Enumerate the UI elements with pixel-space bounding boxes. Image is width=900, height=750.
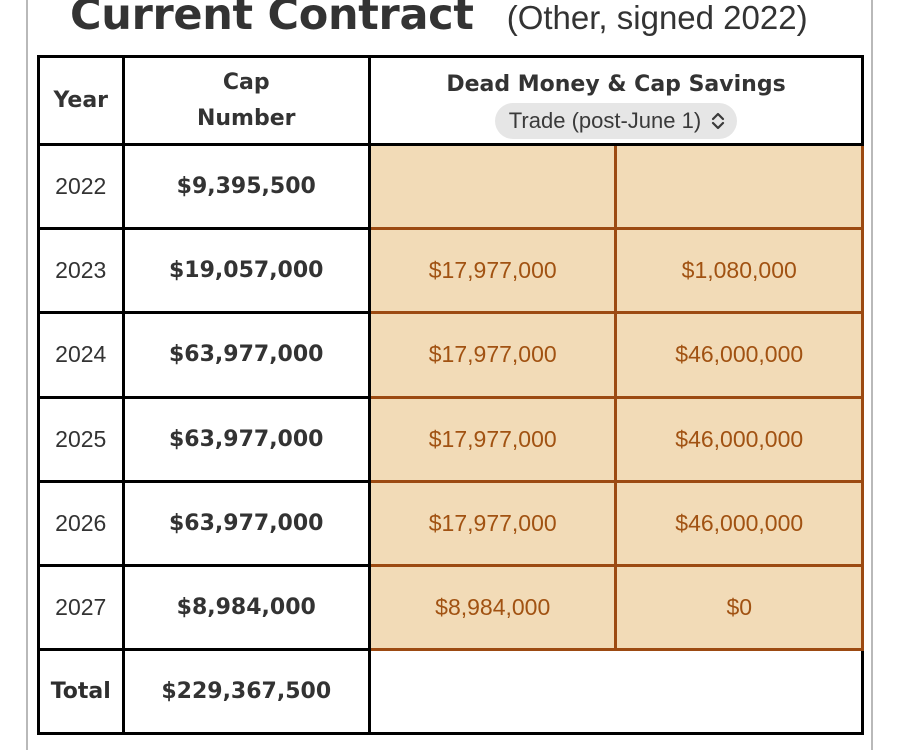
frame-left-border	[26, 0, 28, 750]
year-cell: 2023	[37, 227, 125, 315]
table-row: 2026 $63,977,000 $17,977,000 $46,000,000	[37, 479, 864, 567]
table-row: 2023 $19,057,000 $17,977,000 $1,080,000	[37, 227, 864, 315]
scenario-select[interactable]: Trade (post-June 1)	[494, 103, 738, 140]
contract-header: Current Contract (Other, signed 2022)	[70, 0, 808, 46]
contract-subtitle: (Other, signed 2022)	[506, 0, 808, 36]
year-cell: 2024	[37, 311, 125, 399]
dead-money-cell: $17,977,000	[367, 311, 618, 399]
cap-savings-cell: $0	[614, 563, 864, 651]
cap-savings-cell: $1,080,000	[614, 227, 864, 315]
total-empty-cell	[367, 647, 865, 736]
table-header-row: Year Cap Number Dead Money & Cap Savings…	[37, 54, 865, 147]
cap-number-cell: $63,977,000	[121, 479, 371, 567]
cap-savings-cell	[614, 143, 864, 231]
dead-money-cell: $8,984,000	[367, 563, 618, 651]
chevron-up-down-icon	[712, 113, 725, 130]
table-row: 2022 $9,395,500	[37, 143, 864, 231]
year-cell: 2026	[37, 479, 125, 567]
cap-savings-cell: $46,000,000	[614, 479, 864, 567]
table-row: 2025 $63,977,000 $17,977,000 $46,000,000	[37, 395, 864, 483]
year-column-header: Year	[37, 54, 125, 147]
cap-savings-cell: $46,000,000	[614, 311, 864, 399]
cap-number-cell: $9,395,500	[121, 143, 371, 231]
total-label: Total	[37, 647, 125, 736]
cap-number-cell: $63,977,000	[121, 311, 371, 399]
total-row: Total $229,367,500	[37, 647, 865, 736]
scenario-select-value: Trade (post-June 1)	[508, 108, 702, 134]
cap-number-cell: $8,984,000	[121, 563, 371, 651]
year-cell: 2025	[37, 395, 125, 483]
year-cell: 2027	[37, 563, 125, 651]
cap-number-column-header: Cap Number	[121, 54, 371, 147]
cap-savings-cell: $46,000,000	[614, 395, 864, 483]
cap-number-header-label: Cap Number	[196, 69, 296, 131]
dead-money-savings-header: Dead Money & Cap Savings Trade (post-Jun…	[367, 54, 865, 147]
dead-money-savings-label: Dead Money & Cap Savings	[446, 72, 786, 98]
dead-money-cell: $17,977,000	[367, 395, 618, 483]
dead-money-cell: $17,977,000	[367, 479, 618, 567]
cap-number-cell: $63,977,000	[121, 395, 371, 483]
dead-money-cell	[367, 143, 618, 231]
contract-table: Year Cap Number Dead Money & Cap Savings…	[37, 54, 865, 736]
table-row: 2027 $8,984,000 $8,984,000 $0	[37, 563, 864, 651]
frame-right-border	[871, 0, 873, 750]
table-row: 2024 $63,977,000 $17,977,000 $46,000,000	[37, 311, 864, 399]
page-title: Current Contract	[70, 0, 474, 40]
year-cell: 2022	[37, 143, 125, 231]
total-cap-number: $229,367,500	[121, 647, 371, 736]
dead-money-cell: $17,977,000	[367, 227, 618, 315]
cap-number-cell: $19,057,000	[121, 227, 371, 315]
